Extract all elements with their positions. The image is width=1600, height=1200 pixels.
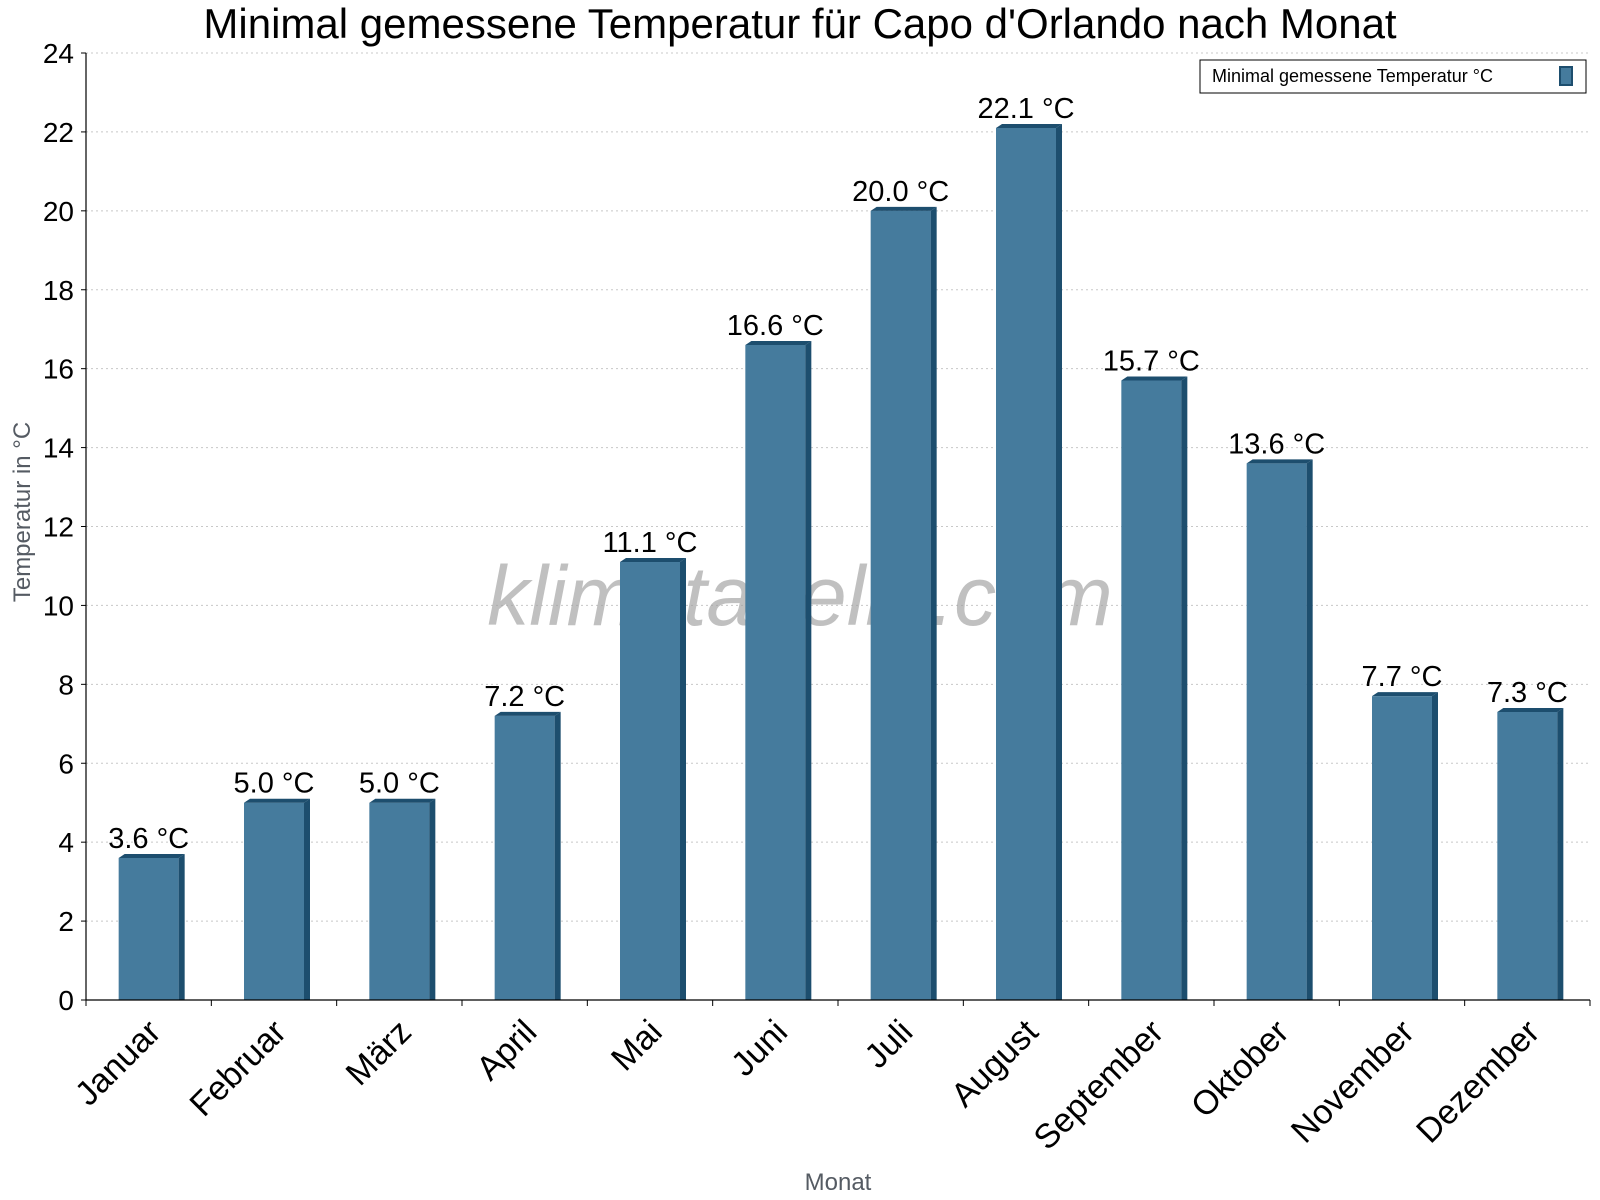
- data-label: 5.0 °C: [234, 768, 315, 800]
- bar-top: [369, 798, 436, 803]
- bar-juni: [745, 344, 806, 1000]
- y-tick-label: 6: [58, 748, 74, 779]
- bar-side: [178, 853, 185, 1000]
- bar-top: [118, 853, 185, 858]
- data-label: 22.1 °C: [977, 93, 1074, 125]
- data-label: 20.0 °C: [852, 176, 949, 208]
- data-label: 5.0 °C: [359, 768, 440, 800]
- x-axis-label: Monat: [805, 1169, 872, 1196]
- axes: [81, 52, 1591, 1006]
- chart-title: Minimal gemessene Temperatur für Capo d'…: [203, 0, 1397, 47]
- y-tick-label: 18: [43, 275, 74, 306]
- data-label: 13.6 °C: [1228, 428, 1325, 460]
- bar-side: [1557, 707, 1564, 1000]
- bar-top: [870, 206, 937, 211]
- y-tick-label: 10: [43, 590, 74, 621]
- y-tick-label: 22: [43, 117, 74, 148]
- bar-top: [1372, 692, 1438, 697]
- y-tick-label: 20: [43, 196, 74, 227]
- y-tick-label: 14: [43, 433, 74, 464]
- bar-side: [930, 206, 937, 1001]
- x-tick-label: November: [1284, 1013, 1422, 1151]
- bar-top: [996, 123, 1062, 128]
- bar-side: [554, 711, 561, 1000]
- x-tick-label: Dezember: [1409, 1013, 1547, 1151]
- x-tick-label: August: [944, 1012, 1046, 1114]
- x-tick-label: Oktober: [1184, 1013, 1296, 1125]
- bar-top: [1121, 376, 1188, 381]
- x-tick-label: Februar: [183, 1013, 294, 1124]
- x-tick-label: September: [1027, 1013, 1171, 1157]
- bar-september: [1121, 380, 1182, 1001]
- x-tick-label: Januar: [68, 1013, 168, 1113]
- legend: Minimal gemessene Temperatur °C: [1199, 59, 1587, 94]
- x-tick-label: Juli: [857, 1013, 920, 1076]
- y-tick-label: 12: [43, 512, 74, 543]
- gridlines: [86, 52, 1590, 922]
- bar-side: [680, 558, 686, 1000]
- x-tick-label: März: [339, 1013, 419, 1093]
- bar-side: [1306, 459, 1313, 1000]
- bar-august: [996, 127, 1056, 1001]
- bar-top: [620, 558, 686, 563]
- bar-mai: [620, 562, 680, 1000]
- bar-top: [745, 340, 812, 345]
- bar-april: [494, 715, 555, 1000]
- y-tick-label: 4: [58, 827, 74, 858]
- y-tick-label: 24: [43, 38, 74, 69]
- legend-swatch: [1559, 66, 1573, 86]
- bar-side: [805, 340, 812, 1000]
- data-label: 15.7 °C: [1103, 346, 1200, 378]
- data-labels: 3.6 °C 5.0 °C 5.0 °C 7.2 °C 11.1 °C 16.6 °C 20…: [108, 93, 1568, 855]
- y-tick-label: 0: [58, 985, 74, 1016]
- bar-märz: [369, 802, 430, 1000]
- bar-top: [494, 711, 561, 716]
- bar-oktober: [1246, 463, 1307, 1000]
- y-tick-label: 8: [58, 669, 74, 700]
- bar-side: [304, 798, 310, 1000]
- y-tick-label: 16: [43, 354, 74, 385]
- x-tick-label: Mai: [604, 1013, 670, 1079]
- x-tick-labels: Januar Februar März April Mai Juni Juli AugustS…: [68, 1012, 1547, 1157]
- bar-februar: [244, 802, 304, 1000]
- bar-side: [1056, 123, 1062, 1001]
- bar-top: [1497, 707, 1564, 712]
- data-label: 3.6 °C: [108, 823, 189, 855]
- x-tick-label: Juni: [724, 1013, 795, 1084]
- bar-januar: [118, 857, 179, 1000]
- y-axis-label: Temperatur in °C: [9, 422, 36, 602]
- data-label: 7.3 °C: [1487, 677, 1568, 709]
- bar-side: [429, 798, 436, 1000]
- bar-dezember: [1497, 711, 1558, 1000]
- bar-juli: [870, 210, 931, 1001]
- x-tick-label: April: [469, 1013, 544, 1088]
- bar-top: [244, 798, 310, 803]
- bar-november: [1372, 696, 1432, 1000]
- legend-box: [1199, 59, 1587, 94]
- data-label: 16.6 °C: [727, 310, 824, 342]
- data-label: 7.2 °C: [484, 681, 565, 713]
- bars: [118, 123, 1564, 1001]
- data-label: 7.7 °C: [1362, 661, 1443, 693]
- bar-side: [1432, 692, 1438, 1000]
- y-tick-label: 2: [58, 906, 74, 937]
- bar-side: [1181, 376, 1188, 1001]
- bar-top: [1246, 459, 1313, 464]
- legend-label: Minimal gemessene Temperatur °C: [1212, 66, 1493, 86]
- data-label: 11.1 °C: [603, 527, 698, 559]
